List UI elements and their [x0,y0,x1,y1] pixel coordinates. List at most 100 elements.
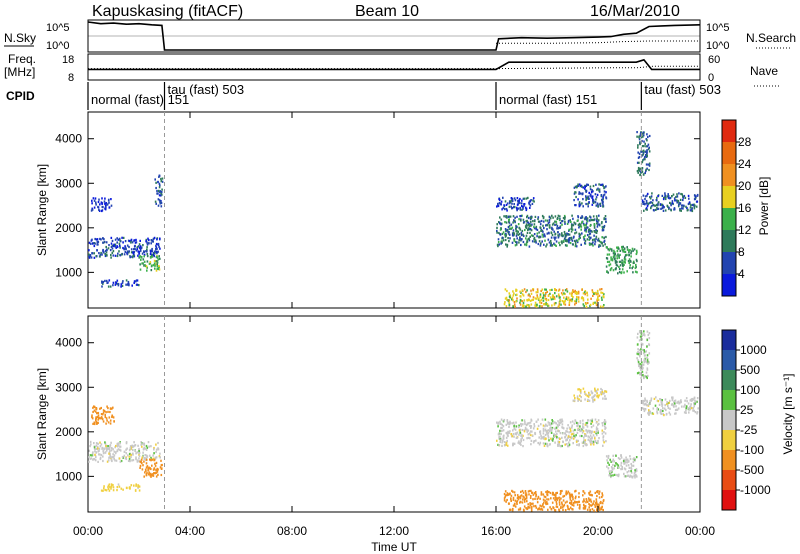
heatmap-cell [586,217,589,220]
heatmap-cell [500,218,503,221]
heatmap-cell [565,288,568,291]
heatmap-cell [136,248,139,251]
heatmap-cell [126,283,129,286]
heatmap-cell [95,420,97,424]
heatmap-cell [552,294,554,297]
heatmap-cell [572,243,574,246]
heatmap-cell [531,491,533,494]
heatmap-cell [607,467,610,470]
heatmap-cell [589,185,592,188]
heatmap-cell [603,441,605,444]
heatmap-cell [143,255,145,258]
heatmap-cell [592,302,594,305]
heatmap-cell [505,207,508,211]
heatmap-cell [521,208,523,211]
heatmap-cell [650,205,653,208]
heatmap-cell [617,246,619,249]
heatmap-cell [671,202,674,205]
heatmap-cell [521,214,523,217]
heatmap-cell [501,236,504,239]
heatmap-cell [604,425,606,428]
heatmap-cell [151,458,154,461]
heatmap-cell [590,500,593,503]
heatmap-cell [588,229,590,232]
heatmap-cell [149,261,152,264]
heatmap-cell [586,291,588,294]
heatmap-cell [580,396,582,399]
heatmap-cell [522,301,525,304]
heatmap-cell [580,427,582,431]
heatmap-cell [535,304,538,307]
heatmap-cell [121,455,124,459]
heatmap-cell [145,240,147,243]
heatmap-cell [554,220,556,223]
heatmap-cell [555,492,557,495]
heatmap-cell [574,419,577,422]
heatmap-cell [121,236,123,239]
heatmap-cell [696,411,699,414]
heatmap-cell [598,189,600,192]
heatmap-cell [511,232,514,235]
heatmap-cell [141,262,143,265]
heatmap-cell [634,266,637,270]
heatmap-cell [628,475,631,478]
heatmap-cell [609,269,612,272]
heatmap-cell [543,495,546,498]
heatmap-cell [604,427,606,430]
heatmap-cell [557,430,559,433]
y-tick-label: 3000 [55,380,82,394]
heatmap-cell [591,508,594,511]
heatmap-cell [105,445,107,448]
heatmap-cell [563,237,566,240]
heatmap-cell [641,167,644,170]
heatmap-cell [558,509,561,512]
heatmap-cell [110,449,113,452]
heatmap-cell [537,216,540,219]
heatmap-cell [155,450,157,454]
heatmap-cell [555,505,558,508]
heatmap-cell [569,298,571,301]
heatmap-cell [113,454,116,457]
heatmap-cell [160,180,163,183]
heatmap-cell [91,208,94,211]
heatmap-cell [523,204,525,207]
heatmap-cell [536,288,539,291]
heatmap-cell [508,422,510,425]
heatmap-cell [557,440,559,443]
heatmap-cell [652,412,655,415]
heatmap-cell [513,426,516,429]
heatmap-cell [648,134,651,138]
heatmap-cell [109,422,112,425]
heatmap-cell [100,416,103,419]
heatmap-cell [695,205,698,208]
heatmap-cell [544,438,546,441]
heatmap-cell [542,437,545,440]
heatmap-cell [627,259,630,263]
heatmap-cell [500,227,502,230]
heatmap-cell [598,394,600,397]
heatmap-cell [136,279,139,282]
heatmap-cell [534,297,537,300]
heatmap-cell [91,202,93,205]
heatmap-cell [641,200,644,204]
heatmap-cell [103,240,106,244]
heatmap-cell [526,289,528,292]
heatmap-cell [501,241,503,244]
heatmap-cell [147,467,150,470]
heatmap-cell [109,455,112,458]
heatmap-cell [91,414,93,417]
heatmap-cell [569,501,571,504]
heatmap-cell [516,237,518,240]
heatmap-cell [109,444,112,447]
heatmap-cell [606,253,609,256]
heatmap-cell [102,237,104,240]
heatmap-cell [507,226,510,229]
heatmap-cell [93,244,96,248]
heatmap-cell [633,474,635,477]
heatmap-cell [565,296,568,299]
heatmap-cell [101,285,103,288]
heatmap-cell [138,460,140,463]
heatmap-cell [628,254,630,257]
heatmap-cell [591,418,594,421]
